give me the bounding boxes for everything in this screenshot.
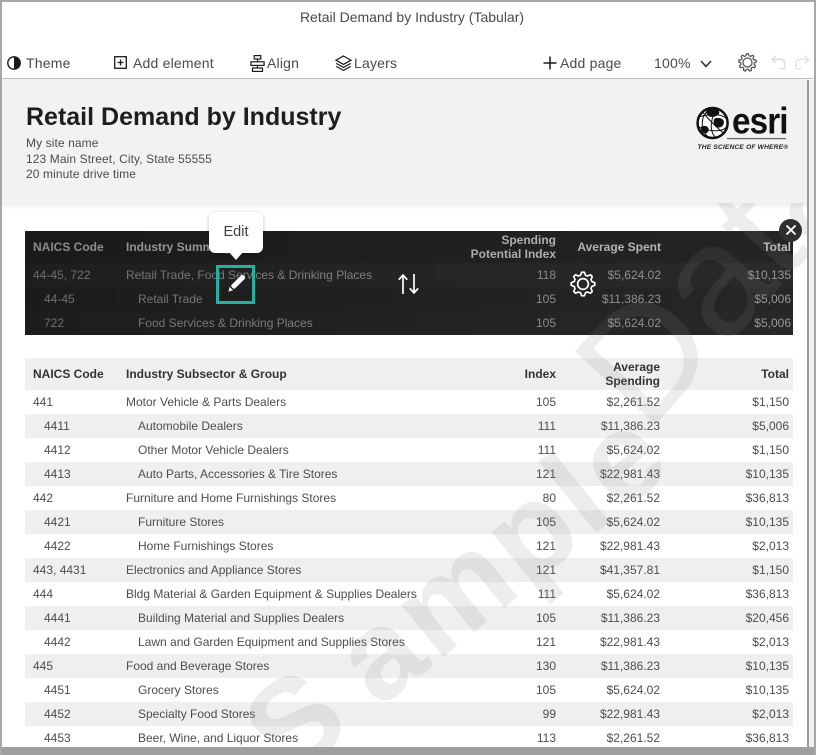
- svg-text:esri: esri: [732, 101, 788, 142]
- svg-text:ample: ample: [307, 379, 694, 730]
- svg-text:THE SCIENCE OF WHERE®: THE SCIENCE OF WHERE®: [698, 143, 789, 151]
